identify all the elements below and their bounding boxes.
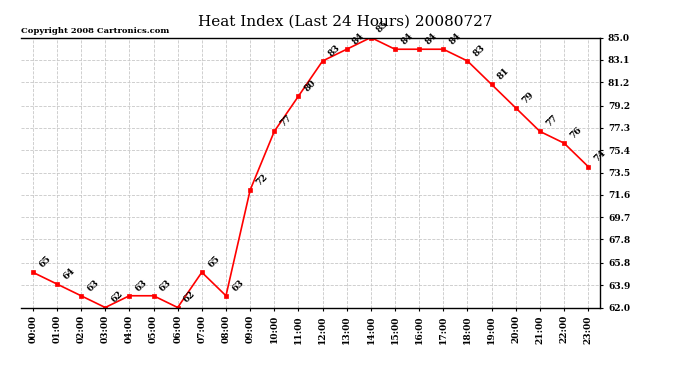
Text: 62: 62 [110,290,125,305]
Text: 72: 72 [255,172,270,188]
Text: 74: 74 [593,148,608,164]
Text: 65: 65 [206,254,221,270]
Text: 84: 84 [424,31,439,46]
Text: 76: 76 [569,125,584,140]
Text: 84: 84 [400,31,415,46]
Text: 63: 63 [158,278,173,293]
Text: 64: 64 [61,266,77,281]
Text: 63: 63 [134,278,149,293]
Text: 83: 83 [327,43,342,58]
Text: 85: 85 [375,20,391,35]
Text: 63: 63 [86,278,101,293]
Text: Heat Index (Last 24 Hours) 20080727: Heat Index (Last 24 Hours) 20080727 [198,15,492,29]
Text: 62: 62 [182,290,197,305]
Text: 77: 77 [544,113,560,129]
Text: 79: 79 [520,90,535,105]
Text: 83: 83 [472,43,487,58]
Text: Copyright 2008 Cartronics.com: Copyright 2008 Cartronics.com [21,27,169,35]
Text: 80: 80 [303,78,318,93]
Text: 77: 77 [279,113,294,129]
Text: 81: 81 [496,66,511,82]
Text: 84: 84 [448,31,463,46]
Text: 65: 65 [37,254,52,270]
Text: 84: 84 [351,31,366,46]
Text: 63: 63 [230,278,246,293]
